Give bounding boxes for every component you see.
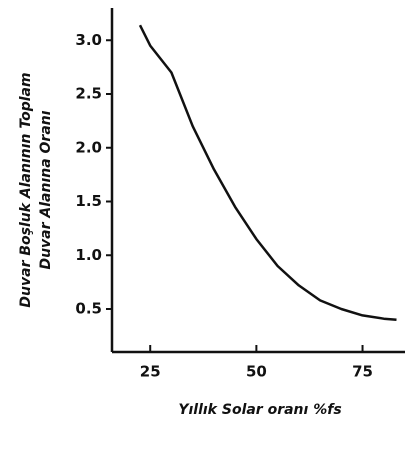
x-tick-label: 50 bbox=[246, 363, 267, 381]
y-tick-label: 1.0 bbox=[75, 246, 102, 264]
x-axis-label: Yıllık Solar oranı %fs bbox=[178, 402, 341, 418]
y-tick-label: 2.0 bbox=[75, 138, 102, 156]
y-tick-label: 2.5 bbox=[75, 85, 102, 103]
line bbox=[138, 24, 397, 322]
y-tick-label: 1.5 bbox=[75, 192, 102, 210]
y-tick-label: 3.0 bbox=[75, 31, 102, 49]
x-tick-label: 75 bbox=[352, 363, 373, 381]
x-tick-label: 25 bbox=[140, 363, 161, 381]
y-tick-label: 0.5 bbox=[75, 300, 102, 318]
y-axis-label: Duvar Boşluk Alanının Toplam bbox=[18, 72, 34, 307]
y-axis-label: Duvar Alanına Oranı bbox=[38, 110, 54, 269]
